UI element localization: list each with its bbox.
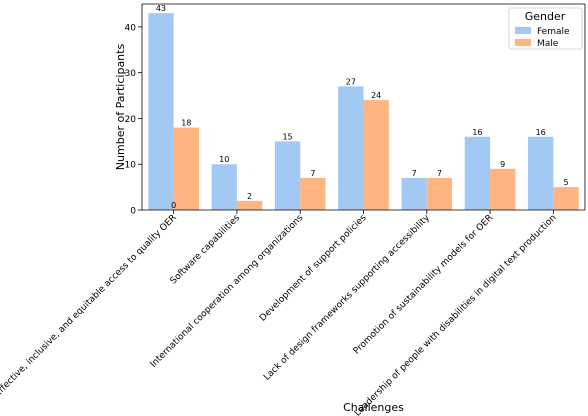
x-tick-label: Effective, inclusive, and equitable acce… [0, 213, 179, 399]
bar-value-label: 2 [247, 192, 252, 201]
x-tick-label: Software capabilities [169, 213, 243, 287]
bar-male [300, 177, 326, 210]
bar-female [148, 13, 174, 211]
bar-value-label: 43 [156, 4, 166, 13]
y-axis-label: Number of Participants [114, 44, 127, 171]
y-tick-label: 30 [125, 69, 137, 79]
bar-value-label: 9 [500, 160, 505, 169]
y-tick-label: 40 [125, 23, 137, 33]
y-tick-label: 0 [130, 207, 136, 217]
x-tick-label: Leadership of people with disabilities i… [353, 213, 559, 416]
bar-female [401, 177, 427, 210]
bar-male [490, 168, 516, 210]
annotation-label: 0 [171, 201, 176, 210]
y-axis-ticks: 0 10 20 30 40 [125, 23, 142, 217]
bar-male [236, 200, 263, 210]
bar-value-label: 24 [371, 91, 381, 100]
bar-female [274, 141, 301, 210]
bar-male [173, 127, 199, 210]
bar-value-label: 15 [282, 132, 292, 141]
bar-value-label: 10 [219, 155, 229, 164]
bar-value-label: 16 [536, 128, 546, 137]
legend-swatch-male [515, 39, 531, 46]
legend: Gender Female Male [508, 7, 583, 50]
legend-label-male: Male [537, 39, 559, 49]
bars-group [148, 13, 579, 211]
bar-female [338, 86, 364, 210]
legend-frame [508, 7, 583, 50]
legend-swatch-female [515, 27, 531, 34]
bar-male [363, 100, 389, 210]
legend-label-female: Female [537, 27, 570, 37]
x-axis-label: Challenges [343, 401, 404, 414]
bar-value-label: 18 [181, 119, 191, 128]
x-tick-label: Promotion of sustainability models for O… [352, 213, 495, 356]
bar-value-label: 7 [437, 169, 442, 178]
legend-title: Gender [525, 10, 566, 23]
bar-value-label: 5 [563, 178, 568, 187]
x-axis-ticks: Effective, inclusive, and equitable acce… [0, 210, 558, 416]
y-tick-label: 20 [125, 115, 137, 125]
bar-female [464, 136, 491, 210]
bar-female [211, 164, 237, 210]
bar-male [426, 177, 453, 210]
bar-value-label: 27 [346, 77, 356, 86]
bar-male [553, 187, 579, 210]
y-tick-label: 10 [125, 161, 137, 171]
bar-female [528, 136, 554, 210]
bar-value-label: 7 [412, 169, 417, 178]
x-tick-label: Development of support policies [258, 213, 369, 324]
bar-value-label: 16 [472, 128, 482, 137]
bar-value-label: 7 [310, 169, 315, 178]
legend-items: Female Male [515, 27, 570, 49]
annotations-group: 0 [171, 201, 176, 210]
